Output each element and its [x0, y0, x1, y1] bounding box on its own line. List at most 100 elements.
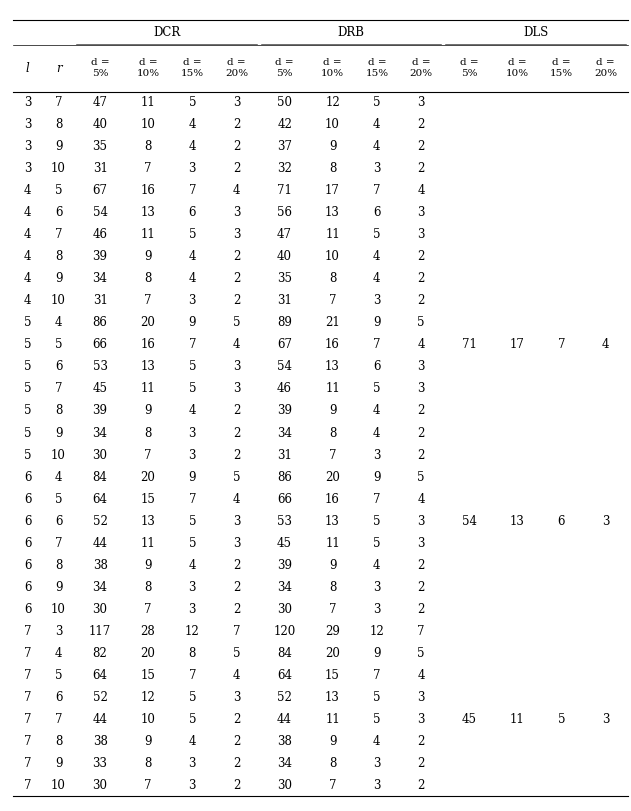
Text: 2: 2: [233, 779, 240, 792]
Text: 20: 20: [141, 316, 155, 329]
Text: r: r: [56, 62, 61, 75]
Text: 5: 5: [24, 360, 32, 373]
Text: 53: 53: [93, 360, 108, 373]
Text: 38: 38: [93, 559, 107, 572]
Text: d =
10%: d = 10%: [136, 58, 160, 78]
Text: 64: 64: [277, 669, 292, 682]
Text: 2: 2: [418, 757, 425, 770]
Text: 9: 9: [55, 140, 62, 153]
Text: d =
20%: d = 20%: [225, 58, 248, 78]
Text: 8: 8: [55, 735, 62, 748]
Text: 117: 117: [89, 624, 111, 637]
Text: 7: 7: [55, 537, 62, 550]
Text: 3: 3: [418, 360, 425, 373]
Text: 3: 3: [418, 97, 425, 109]
Text: 30: 30: [277, 779, 292, 792]
Text: 10: 10: [141, 118, 155, 131]
Text: 13: 13: [141, 206, 155, 219]
Text: 7: 7: [144, 162, 152, 175]
Text: 4: 4: [24, 272, 32, 285]
Text: 16: 16: [325, 338, 340, 351]
Text: 54: 54: [462, 515, 476, 528]
Text: 34: 34: [93, 427, 108, 440]
Text: 30: 30: [277, 603, 292, 616]
Text: 7: 7: [329, 779, 336, 792]
Text: 3: 3: [189, 581, 196, 594]
Text: 13: 13: [325, 360, 340, 373]
Text: 2: 2: [233, 118, 240, 131]
Text: 11: 11: [141, 229, 155, 242]
Text: 5: 5: [24, 383, 32, 396]
Text: 2: 2: [418, 779, 425, 792]
Text: 7: 7: [373, 669, 380, 682]
Text: 84: 84: [277, 646, 292, 659]
Text: 7: 7: [144, 603, 152, 616]
Text: 46: 46: [93, 229, 108, 242]
Text: 2: 2: [418, 272, 425, 285]
Text: 5: 5: [189, 97, 196, 109]
Text: 2: 2: [233, 140, 240, 153]
Text: 67: 67: [277, 338, 292, 351]
Text: 9: 9: [329, 140, 336, 153]
Text: 2: 2: [418, 735, 425, 748]
Text: 5: 5: [558, 713, 565, 726]
Text: 7: 7: [144, 448, 152, 461]
Text: 7: 7: [189, 184, 196, 197]
Text: 4: 4: [233, 492, 240, 505]
Text: 47: 47: [93, 97, 108, 109]
Text: 4: 4: [55, 470, 62, 483]
Text: 33: 33: [93, 757, 108, 770]
Text: 4: 4: [233, 338, 240, 351]
Text: 71: 71: [462, 338, 476, 351]
Text: 4: 4: [24, 229, 32, 242]
Text: 7: 7: [373, 338, 380, 351]
Text: 3: 3: [189, 162, 196, 175]
Text: 3: 3: [233, 515, 240, 528]
Text: 2: 2: [233, 294, 240, 307]
Text: 4: 4: [418, 492, 425, 505]
Text: 4: 4: [373, 427, 380, 440]
Text: 4: 4: [373, 251, 380, 264]
Text: 4: 4: [189, 559, 196, 572]
Text: 21: 21: [325, 316, 340, 329]
Text: 8: 8: [144, 757, 151, 770]
Text: 5: 5: [55, 184, 62, 197]
Text: 9: 9: [55, 581, 62, 594]
Text: 67: 67: [93, 184, 108, 197]
Text: 2: 2: [418, 140, 425, 153]
Text: 4: 4: [55, 646, 62, 659]
Text: 4: 4: [24, 206, 32, 219]
Text: 5: 5: [189, 691, 196, 704]
Text: 5: 5: [418, 646, 425, 659]
Text: 6: 6: [189, 206, 196, 219]
Text: 30: 30: [93, 779, 108, 792]
Text: d =
20%: d = 20%: [594, 58, 617, 78]
Text: 7: 7: [24, 735, 32, 748]
Text: 82: 82: [93, 646, 107, 659]
Text: l: l: [26, 62, 30, 75]
Text: 4: 4: [373, 735, 380, 748]
Text: 45: 45: [277, 537, 292, 550]
Text: 7: 7: [329, 603, 336, 616]
Text: 8: 8: [55, 251, 62, 264]
Text: 6: 6: [55, 691, 62, 704]
Text: 3: 3: [418, 229, 425, 242]
Text: 9: 9: [55, 427, 62, 440]
Text: 3: 3: [233, 383, 240, 396]
Text: 7: 7: [24, 646, 32, 659]
Text: 64: 64: [93, 669, 108, 682]
Text: 5: 5: [24, 427, 32, 440]
Text: 3: 3: [233, 97, 240, 109]
Text: 4: 4: [189, 118, 196, 131]
Text: 6: 6: [24, 559, 32, 572]
Text: 6: 6: [373, 360, 380, 373]
Text: 45: 45: [93, 383, 108, 396]
Text: 12: 12: [185, 624, 200, 637]
Text: 5: 5: [55, 492, 62, 505]
Text: 11: 11: [325, 383, 340, 396]
Text: 7: 7: [189, 492, 196, 505]
Text: 5: 5: [24, 448, 32, 461]
Text: 8: 8: [144, 272, 151, 285]
Text: 30: 30: [93, 603, 108, 616]
Text: 52: 52: [93, 691, 107, 704]
